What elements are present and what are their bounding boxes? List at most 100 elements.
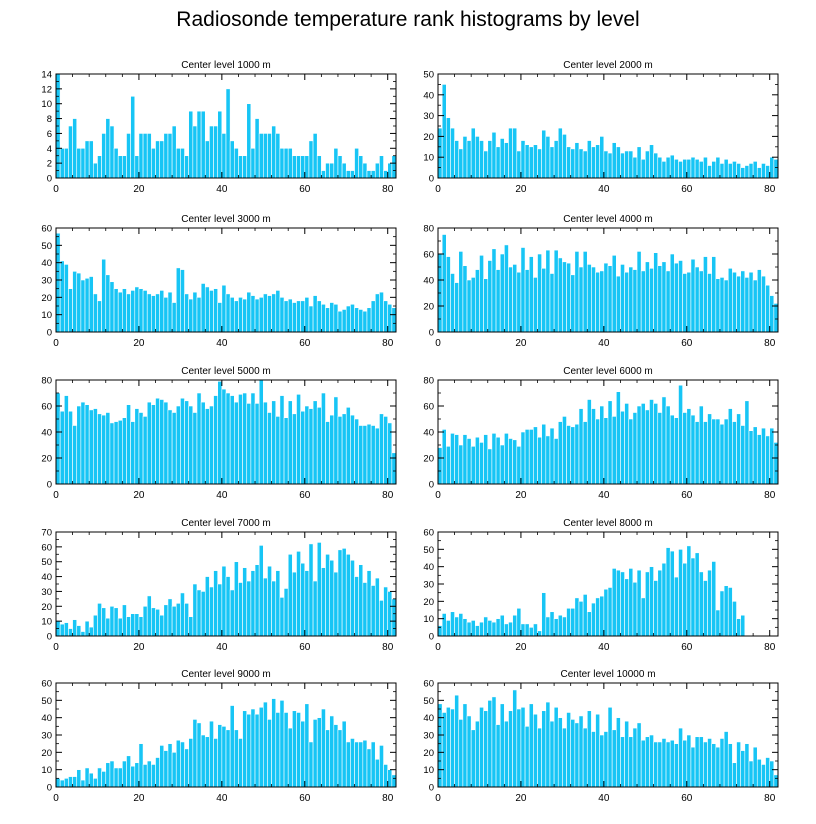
y-tick-label: 0 — [429, 174, 434, 185]
histogram-bar — [296, 551, 301, 637]
histogram-bar — [533, 713, 538, 788]
histogram-bar — [549, 720, 555, 788]
histogram-bar — [495, 724, 501, 788]
histogram-bar — [483, 278, 489, 333]
histogram-bar — [761, 764, 766, 788]
histogram-bar — [479, 442, 484, 485]
x-tick-label: 20 — [133, 184, 145, 195]
histogram-bar — [267, 565, 272, 637]
histogram-bar — [723, 585, 729, 637]
y-tick-label: 40 — [423, 90, 434, 101]
histogram-bar — [723, 731, 729, 788]
histogram-bar — [703, 156, 708, 179]
histogram-bar — [250, 147, 256, 179]
histogram-bar — [72, 619, 78, 637]
histogram-bar — [370, 741, 376, 788]
histogram-bar — [350, 170, 355, 179]
histogram-bar — [711, 561, 717, 637]
y-tick-label: 10 — [423, 614, 434, 625]
histogram-bar — [308, 140, 314, 179]
histogram-bar — [653, 403, 659, 485]
histogram-bar — [138, 616, 144, 637]
histogram-bar — [292, 155, 297, 179]
histogram-bar — [271, 125, 277, 179]
histogram-bar — [316, 300, 322, 333]
histogram-bar — [167, 598, 173, 637]
histogram-bar — [557, 257, 563, 333]
histogram-bar — [649, 734, 654, 788]
x-tick-label: 40 — [216, 793, 228, 804]
histogram-bar — [491, 432, 497, 485]
histogram-bar — [233, 729, 239, 788]
histogram-bar — [287, 400, 293, 485]
histogram-bar — [437, 127, 443, 179]
histogram-bar — [379, 155, 384, 179]
histogram-bar — [491, 621, 497, 637]
histogram-bar — [694, 552, 700, 637]
y-tick-label: 50 — [423, 545, 434, 556]
y-tick-label: 30 — [423, 111, 434, 122]
histogram-bar — [553, 140, 559, 179]
histogram-bar — [694, 266, 700, 333]
histogram-bar — [694, 158, 700, 179]
y-tick-label: 0 — [47, 328, 52, 339]
histogram-panel: Center level 9000 m 0 20 40 60 80 0 10 20 30 40 50 6… — [41, 669, 397, 804]
histogram-bar — [122, 760, 127, 788]
histogram-bar — [308, 543, 314, 637]
histogram-bar — [325, 162, 330, 179]
histogram-bar — [520, 431, 526, 485]
histogram-bar — [574, 251, 580, 333]
histogram-bar — [379, 291, 384, 333]
histogram-bar — [217, 724, 223, 788]
histogram-bar — [283, 147, 289, 179]
histogram-bar — [620, 264, 625, 333]
histogram-bar — [134, 613, 140, 637]
histogram-bar — [504, 432, 509, 485]
histogram-bar — [628, 150, 634, 179]
histogram-bar — [620, 410, 625, 485]
histogram-bar — [246, 103, 252, 179]
histogram-bar — [603, 588, 609, 637]
histogram-bar — [516, 150, 522, 179]
histogram-bar — [80, 779, 86, 788]
histogram-bar — [537, 630, 542, 637]
histogram-bar — [300, 155, 306, 179]
histogram-bar — [184, 293, 189, 333]
histogram-bar — [362, 582, 368, 637]
histogram-panel: Center level 3000 m 0 20 40 60 80 0 10 20 30 40 50 6… — [41, 214, 397, 349]
y-tick-label: 20 — [41, 454, 52, 465]
histogram-bar — [63, 622, 69, 637]
histogram-bar — [350, 303, 355, 333]
histogram-bar — [698, 736, 704, 788]
histogram-bar — [345, 741, 351, 788]
histogram-bar — [267, 412, 272, 485]
x-tick-label: 80 — [764, 338, 776, 349]
histogram-bar — [470, 127, 476, 179]
histogram-bar — [640, 739, 646, 788]
histogram-bar — [254, 713, 260, 788]
histogram-bar — [292, 302, 297, 333]
histogram-bar — [233, 401, 239, 485]
histogram-bar — [528, 256, 534, 333]
histogram-bar — [752, 279, 758, 333]
histogram-bar — [603, 150, 609, 179]
x-tick-label: 20 — [515, 793, 527, 804]
histogram-bar — [379, 600, 384, 637]
histogram-bar — [221, 133, 227, 179]
histogram-bar — [76, 147, 82, 179]
histogram-bar — [63, 264, 69, 333]
histogram-bar — [570, 274, 576, 333]
histogram-bar — [769, 295, 775, 333]
main-title: Radiosonde temperature rank histograms b… — [176, 8, 640, 31]
histogram-bar — [304, 703, 310, 788]
histogram-bar — [765, 757, 771, 788]
histogram-bar — [387, 162, 393, 179]
histogram-bar — [146, 760, 152, 788]
histogram-bar — [345, 406, 351, 485]
histogram-bar — [63, 778, 69, 788]
histogram-bar — [196, 392, 202, 485]
histogram-bar — [595, 418, 601, 485]
histogram-bar — [512, 127, 518, 179]
histogram-bar — [603, 731, 609, 788]
histogram-bar — [586, 710, 592, 788]
